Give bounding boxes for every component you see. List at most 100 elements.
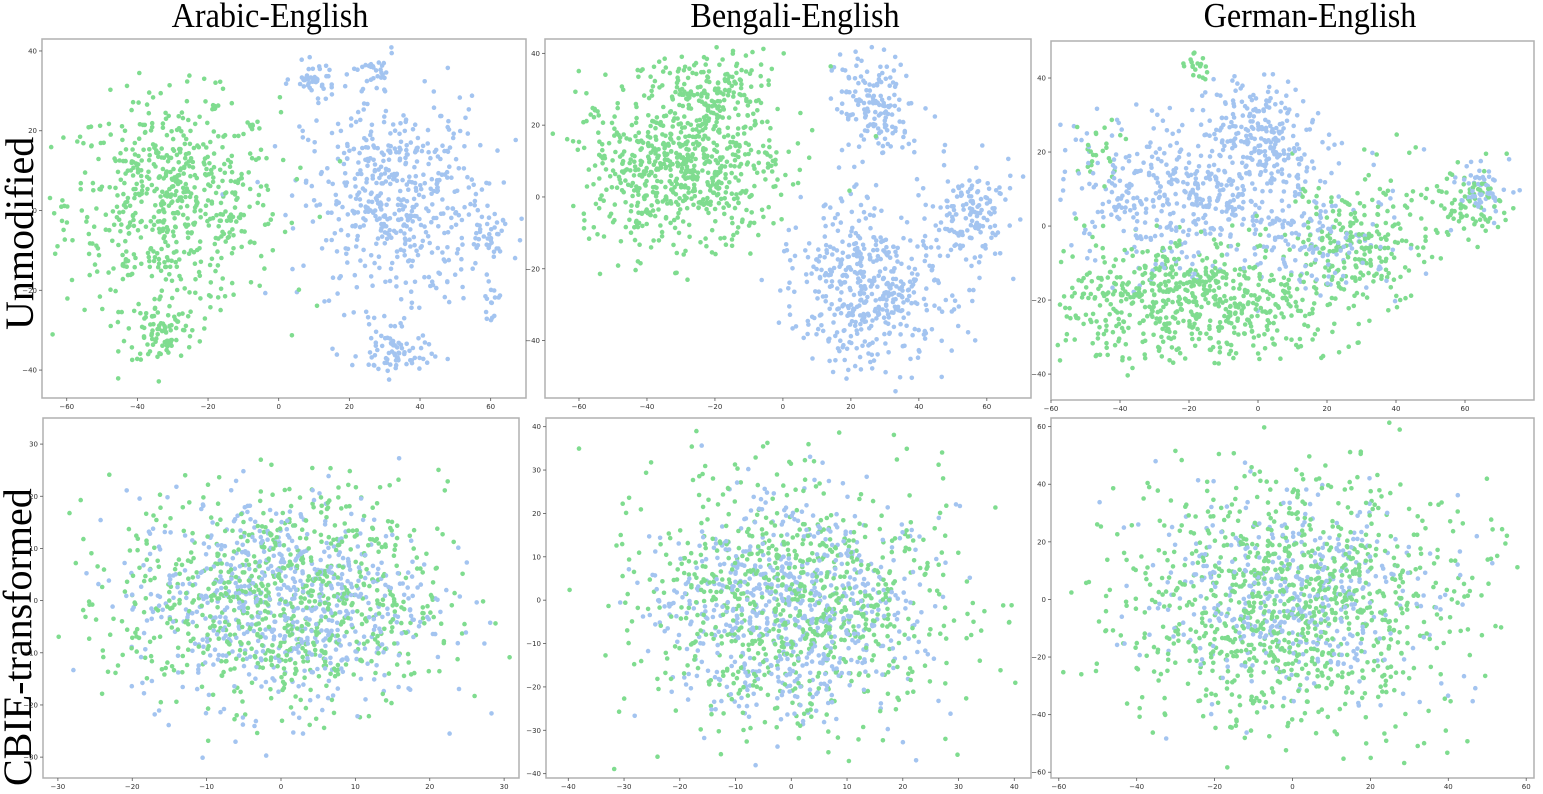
y-tick-label: 30 xyxy=(29,441,38,449)
y-tick-label: 40 xyxy=(532,423,541,431)
x-tick-label: −20 xyxy=(125,783,140,791)
scatter-points xyxy=(1061,420,1520,770)
y-tick-label: −10 xyxy=(526,640,541,648)
y-tick-label: −40 xyxy=(22,367,37,375)
y-tick-label: 0 xyxy=(34,597,38,605)
x-tick-label: 60 xyxy=(486,403,495,411)
y-tick-label: −20 xyxy=(23,701,38,709)
x-tick-label: −30 xyxy=(50,783,65,791)
x-tick-label: 20 xyxy=(1366,783,1375,791)
scatter-points xyxy=(47,45,524,384)
x-tick-label: −10 xyxy=(728,783,743,791)
scatter-svg: −60 −40 −20 0 20 40 60 −60 −40 −20 0 20 40 60 xyxy=(1031,417,1535,791)
scatter-svg: −30 −20 −10 0 10 20 30 −30 −20 −10 0 10 20 30 xyxy=(23,417,520,791)
x-tick-label: −30 xyxy=(617,783,632,791)
row-label-unmodified: Unmodified xyxy=(0,136,42,330)
row-label-cbie-transformed: CBIE-transformed xyxy=(0,488,40,786)
x-tick-label: 20 xyxy=(345,403,354,411)
x-tick-label: 40 xyxy=(416,403,425,411)
x-tick-label: 0 xyxy=(781,403,785,411)
y-tick-label: 20 xyxy=(532,510,541,518)
y-tick-label: −30 xyxy=(526,727,541,735)
y-tick-label: 0 xyxy=(536,193,540,201)
y-tick-label: 20 xyxy=(1037,149,1046,157)
x-tick-label: −20 xyxy=(1182,405,1197,413)
y-tick-label: −20 xyxy=(525,265,540,273)
x-tick-label: −20 xyxy=(201,403,216,411)
scatter-points xyxy=(567,428,1018,772)
scatter-plot-german-unmodified: −60 −40 −20 0 20 40 60 −40 −20 0 20 40 xyxy=(1031,40,1535,413)
scatter-points xyxy=(56,456,512,760)
y-tick-label: 40 xyxy=(28,47,37,55)
x-tick-label: 60 xyxy=(982,403,991,411)
y-tick-label: 0 xyxy=(33,207,37,215)
y-tick-label: 40 xyxy=(1037,75,1046,83)
x-tick-label: −20 xyxy=(708,403,723,411)
x-tick-label: −60 xyxy=(1051,783,1066,791)
x-tick-label: −60 xyxy=(59,403,74,411)
x-tick-label: 10 xyxy=(843,783,852,791)
scatter-svg: −60 −40 −20 0 20 40 60 −40 −20 0 20 40 xyxy=(22,38,527,411)
axes-frame xyxy=(41,38,527,399)
y-tick-label: 40 xyxy=(1037,481,1046,489)
x-tick-label: 20 xyxy=(898,783,907,791)
axes-frame xyxy=(544,38,1032,399)
y-tick-label: 0 xyxy=(1042,596,1046,604)
y-tick-label: −40 xyxy=(1031,711,1046,719)
y-tick-label: 60 xyxy=(1037,423,1046,431)
x-tick-label: −40 xyxy=(130,403,145,411)
y-tick-label: −40 xyxy=(525,337,540,345)
scatter-svg: −40 −30 −20 −10 0 10 20 30 40 −40 −30 −20 −10 0 10 20 30… xyxy=(526,417,1032,791)
x-tick-label: −60 xyxy=(1044,405,1059,413)
x-tick-label: −20 xyxy=(672,783,687,791)
x-tick-label: 40 xyxy=(1392,405,1401,413)
y-tick-label: −10 xyxy=(23,649,38,657)
x-tick-label: −60 xyxy=(572,403,587,411)
scatter-points xyxy=(550,44,1026,394)
y-tick-label: −40 xyxy=(1031,371,1046,379)
x-tick-label: 20 xyxy=(1323,405,1332,413)
x-tick-label: 20 xyxy=(846,403,855,411)
y-tick-label: 10 xyxy=(29,545,38,553)
x-tick-label: 0 xyxy=(276,403,280,411)
y-tick-label: −30 xyxy=(23,754,38,762)
x-tick-label: 30 xyxy=(954,783,963,791)
scatter-plot-bengali-cbie: −40 −30 −20 −10 0 10 20 30 40 −40 −30 −20 −10 0 10 20 30… xyxy=(526,417,1032,791)
x-tick-label: 0 xyxy=(1256,405,1260,413)
axes-frame xyxy=(545,417,1032,779)
scatter-plot-bengali-unmodified: −60 −40 −20 0 20 40 60 −40 −20 0 20 40 xyxy=(525,38,1032,411)
x-tick-label: 0 xyxy=(279,783,283,791)
x-tick-label: 0 xyxy=(789,783,793,791)
column-title-german-english: German-English xyxy=(1203,0,1417,35)
y-tick-label: 30 xyxy=(532,467,541,475)
x-tick-label: 60 xyxy=(1461,405,1470,413)
x-tick-label: −40 xyxy=(1113,405,1128,413)
x-tick-label: 40 xyxy=(914,403,923,411)
scatter-svg: −60 −40 −20 0 20 40 60 −40 −20 0 20 40 xyxy=(525,38,1032,411)
x-tick-label: 40 xyxy=(1444,783,1453,791)
scatter-plot-arabic-cbie: −30 −20 −10 0 10 20 30 −30 −20 −10 0 10 20 30 xyxy=(23,417,520,791)
x-tick-label: −10 xyxy=(199,783,214,791)
x-tick-label: 30 xyxy=(500,783,509,791)
axes-frame xyxy=(1050,40,1535,401)
x-tick-label: −20 xyxy=(1207,783,1222,791)
x-tick-label: −40 xyxy=(1129,783,1144,791)
y-tick-label: 20 xyxy=(29,493,38,501)
scatter-svg: −60 −40 −20 0 20 40 60 −40 −20 0 20 40 xyxy=(1031,40,1535,413)
y-tick-label: −40 xyxy=(526,770,541,778)
scatter-points xyxy=(1055,50,1522,378)
x-tick-label: −40 xyxy=(561,783,576,791)
column-title-arabic-english: Arabic-English xyxy=(171,0,369,35)
y-tick-label: 0 xyxy=(537,597,541,605)
y-tick-label: 0 xyxy=(1042,223,1046,231)
y-tick-label: 40 xyxy=(531,50,540,58)
y-tick-label: −20 xyxy=(1031,654,1046,662)
y-tick-label: 10 xyxy=(532,553,541,561)
column-title-bengali-english: Bengali-English xyxy=(690,0,900,35)
x-tick-label: 20 xyxy=(425,783,434,791)
x-tick-label: 10 xyxy=(351,783,360,791)
y-tick-label: −20 xyxy=(526,683,541,691)
y-tick-label: 20 xyxy=(28,127,37,135)
y-tick-label: −60 xyxy=(1031,769,1046,777)
x-tick-label: 60 xyxy=(1522,783,1531,791)
